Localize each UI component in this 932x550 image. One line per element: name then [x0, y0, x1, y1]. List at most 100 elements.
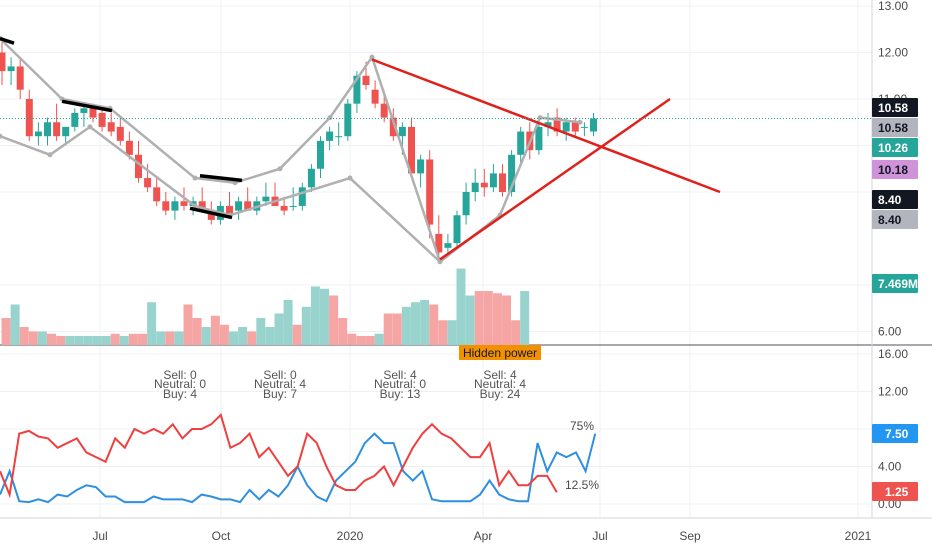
volume-bar	[65, 336, 75, 345]
volume-bar	[19, 327, 29, 345]
hidden-power-badge	[459, 345, 541, 360]
volume-bar	[474, 291, 484, 345]
price-tag	[872, 210, 918, 229]
volume-bar	[119, 336, 129, 345]
signal-buy-label: Buy: 24	[480, 387, 521, 401]
candle-body	[289, 205, 297, 207]
volume-bar	[283, 300, 293, 345]
signal-neutral-label: Neutral: 0	[154, 377, 206, 391]
pivot-point	[537, 115, 543, 121]
candle-body	[417, 159, 425, 174]
signal-neutral-label: Neutral: 4	[474, 377, 526, 391]
zigzag-black-segment	[189, 206, 233, 220]
volume-bar	[210, 315, 220, 345]
candle-body	[171, 201, 179, 211]
candle-body	[207, 210, 215, 220]
osc-end-label: 12.5%	[565, 478, 599, 492]
volume-bar	[520, 291, 530, 345]
candle-body	[453, 215, 461, 244]
volume-bar	[247, 331, 257, 345]
signal-buy-label: Buy: 13	[380, 387, 421, 401]
price-tag	[872, 274, 918, 293]
zigzag-line	[0, 37, 581, 264]
volume-bar	[147, 302, 157, 345]
volume-bar	[92, 336, 102, 345]
osc-value-tag	[872, 482, 918, 501]
volume-bar	[265, 327, 275, 345]
candle-body	[489, 173, 497, 188]
price-tag	[872, 98, 918, 117]
signal-sell-label: Sell: 4	[483, 368, 517, 382]
candle-body	[153, 187, 161, 202]
candle-body	[389, 117, 397, 137]
pivot-point	[277, 166, 283, 172]
candle-body	[7, 66, 15, 72]
hidden-power-label: Hidden power	[463, 346, 537, 360]
volume-bar	[347, 333, 357, 345]
pivot-point	[369, 54, 375, 60]
candle-body	[280, 205, 288, 211]
x-tick-label: 2020	[337, 529, 364, 543]
signal-buy-label: Buy: 7	[263, 387, 297, 401]
volume-bar	[456, 268, 466, 345]
zigzag-black-segment	[0, 36, 15, 45]
candle-body	[471, 182, 479, 192]
x-tick-label: Jul	[92, 529, 107, 543]
candle-body	[444, 243, 452, 248]
price-tag-label: 7.469M	[878, 277, 918, 291]
signal-sell-label: Sell: 0	[163, 368, 197, 382]
candle-body	[398, 126, 406, 137]
volume-bar	[201, 327, 211, 345]
pivot-point	[347, 175, 353, 181]
volume-bar	[356, 336, 366, 345]
x-tick-label: 2021	[845, 529, 872, 543]
candle-body	[535, 126, 543, 151]
osc-y-tick-label: 4.00	[878, 460, 902, 474]
osc-value-tag-label: 1.25	[885, 485, 909, 499]
volume-bar	[56, 336, 66, 345]
volume-bar	[429, 304, 439, 345]
candle-body	[380, 103, 388, 118]
volume-bar	[447, 320, 457, 345]
x-tick-label: Sep	[679, 529, 701, 543]
volume-bar	[238, 327, 248, 345]
price-tag-label: 10.58	[878, 121, 908, 135]
candle-body	[462, 192, 470, 216]
candle-body	[307, 168, 315, 188]
volume-bar	[28, 331, 38, 345]
pivot-point	[437, 259, 443, 265]
candle-body	[480, 182, 488, 188]
volume-bar	[492, 293, 502, 345]
price-tag	[872, 138, 918, 157]
candle-body	[44, 122, 51, 137]
volume-bar	[37, 331, 47, 345]
zigzag-black-segment	[61, 99, 113, 113]
y-tick-label: 13.00	[878, 0, 908, 13]
candle-body	[298, 187, 306, 206]
pivot-point	[192, 175, 198, 181]
x-tick-label: Apr	[474, 529, 493, 543]
volume-bar	[483, 291, 493, 345]
candle-body	[98, 112, 106, 127]
pivot-point	[87, 124, 93, 130]
candle-body	[144, 178, 152, 188]
volume-bar	[511, 320, 521, 345]
volume-bar	[10, 304, 20, 345]
candle-body	[107, 122, 115, 132]
signal-sell-label: Sell: 4	[383, 368, 417, 382]
volume-bar	[156, 331, 166, 345]
price-tag-label: 10.58	[878, 101, 908, 115]
osc-value-tag-label: 7.50	[885, 427, 909, 441]
volume-bar	[310, 286, 320, 345]
volume-bar	[274, 313, 284, 345]
price-tag	[872, 190, 918, 209]
volume-bar	[101, 336, 111, 345]
volume-bar	[383, 313, 393, 345]
volume-bar	[301, 306, 311, 345]
candle-body	[426, 159, 434, 225]
volume-bar	[138, 333, 147, 345]
signal-sell-label: Sell: 0	[263, 368, 297, 382]
candle-body	[80, 108, 88, 113]
x-tick-label: Oct	[212, 529, 231, 543]
candle-body	[362, 75, 370, 86]
